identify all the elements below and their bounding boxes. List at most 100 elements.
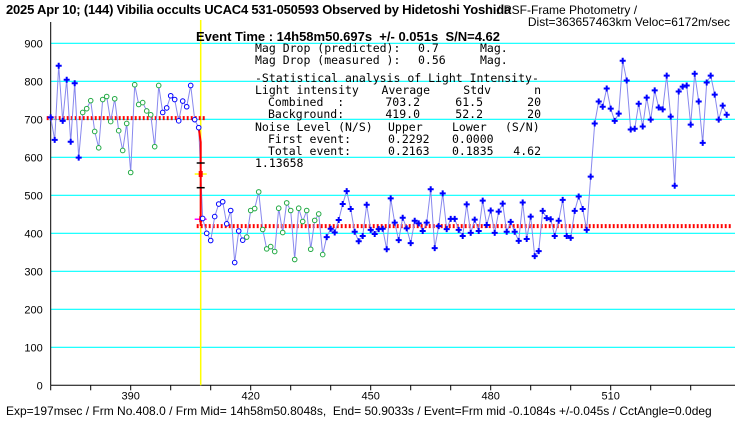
data-point [587,173,594,180]
stdv-header: Stdv [463,83,491,97]
data-point [395,237,402,244]
combined-average: 703.2 [385,95,420,109]
total-event-sn: 4.62 [513,144,541,158]
data-point [455,226,462,233]
photometry-method: / PSF-Frame Photometry / [497,3,638,17]
data-point [215,201,222,207]
data-point [515,237,522,244]
data-point [351,228,358,235]
event-mid-point [198,171,203,178]
data-point [427,186,434,193]
stats-section-title: -Statistical analysis of Light Intensity… [255,71,539,85]
total-event-upper: 0.2163 [388,144,430,158]
data-point [235,228,242,234]
data-point [303,207,310,214]
data-point [75,154,82,161]
data-point [243,234,250,240]
data-point [635,100,642,107]
data-point [487,207,494,214]
data-point [231,259,238,266]
data-point [491,229,498,236]
background-average: 419.0 [385,107,420,121]
data-point [667,113,674,120]
data-point [463,201,470,208]
data-point [459,232,466,239]
data-point [403,225,410,232]
data-point [559,196,566,203]
data-point [327,225,334,232]
data-point [399,214,406,221]
data-point [567,234,574,241]
data-point [79,109,86,116]
data-point [647,116,654,123]
data-point [603,85,610,92]
data-point [631,125,638,132]
background-label: Background: [268,107,345,121]
data-point [435,223,442,230]
data-point [591,120,598,127]
data-point [163,105,170,111]
mag-drop-measured-value: 0.56 [418,53,446,67]
data-point [307,246,314,253]
data-point [511,228,518,235]
data-point [335,217,342,223]
data-point [267,243,274,250]
data-point [51,136,58,143]
data-point [199,215,206,222]
data-point [583,226,590,233]
data-point [171,96,178,103]
n-header: n [534,83,541,97]
mag-drop-measured-unit: Mag. [480,53,508,67]
data-point [195,124,202,131]
sn-header: (S/N) [505,120,540,134]
data-point [355,238,362,245]
data-point [323,234,330,241]
data-point [95,145,102,151]
data-point [711,91,718,98]
noise-level-header: Noise Level (N/S) [255,120,373,134]
event-time: Event Time : 14h58m50.697s +/- 0.051s S/… [196,29,501,44]
distance-velocity: Dist=363657463km Veloc=6172m/sec [527,15,730,29]
data-point [239,237,246,243]
data-point [627,126,634,133]
data-point [439,190,446,197]
data-point [723,111,730,118]
data-point [519,199,526,206]
data-point [343,188,350,195]
data-point [55,62,62,69]
data-point [319,251,326,258]
data-point [527,213,534,220]
data-point [599,103,606,110]
data-point [143,108,150,114]
x-tick-label: 480 [482,390,500,402]
data-point [415,220,422,227]
y-tick-label: 100 [24,342,42,354]
data-point [211,213,218,220]
data-point [467,229,474,236]
event-drop-line [197,127,202,227]
data-point [571,207,578,214]
data-point [443,226,450,233]
data-point [99,96,106,103]
light-intensity-header: Light intensity [255,83,359,97]
data-point [507,218,514,225]
data-point [531,253,538,260]
data-point [87,97,94,104]
data-point [579,205,586,212]
data-point [179,98,186,104]
data-point [503,228,510,235]
data-point [607,105,614,112]
data-point [71,80,78,87]
data-point [139,99,146,106]
data-point [251,205,258,212]
mag-drop-measured-label: Mag Drop (measured ): [255,53,401,67]
data-point [543,215,550,222]
data-point [371,231,378,238]
data-point [691,70,698,77]
data-point [107,118,114,125]
data-point [379,225,386,232]
data-point [411,217,418,224]
data-point [619,57,626,64]
data-point [119,147,126,154]
